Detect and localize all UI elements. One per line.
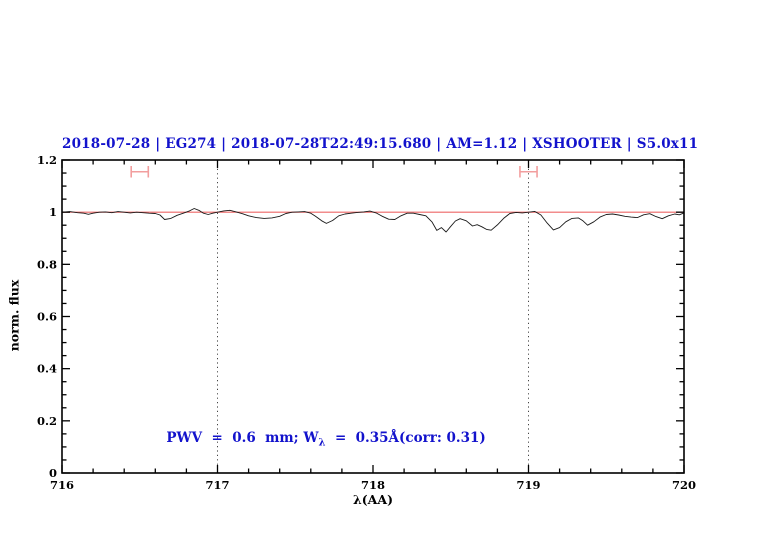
x-tick-label: 720 xyxy=(672,478,696,492)
x-tick-label: 718 xyxy=(361,478,385,492)
ew-annotation-text: = 0.35Å(corr: 0.31) xyxy=(325,430,486,447)
pwv-annotation-text: PWV = 0.6 mm; W xyxy=(166,430,319,447)
x-axis-label: λ(AA) xyxy=(353,492,393,507)
y-tick-label: 0.2 xyxy=(37,414,57,428)
plot-title: 2018-07-28 | EG274 | 2018-07-28T22:49:15… xyxy=(62,136,699,152)
y-tick-label: 0.6 xyxy=(37,310,57,324)
y-tick-label: 1 xyxy=(49,205,57,219)
pwv-annotation: PWV = 0.6 mm; Wλ = 0.35Å(corr: 0.31) xyxy=(148,414,486,462)
spectrum-line xyxy=(61,208,685,233)
y-tick-label: 0.4 xyxy=(37,362,57,376)
y-tick-label: 1.2 xyxy=(37,153,57,167)
x-tick-label: 717 xyxy=(205,478,229,492)
x-tick-label: 719 xyxy=(516,478,540,492)
x-tick-label: 716 xyxy=(50,478,74,492)
band-range-marker xyxy=(519,165,538,178)
y-tick-label: 0 xyxy=(49,466,57,480)
lambda-subscript: λ xyxy=(318,438,326,450)
y-tick-label: 0.8 xyxy=(37,257,57,271)
band-range-marker xyxy=(130,165,150,178)
